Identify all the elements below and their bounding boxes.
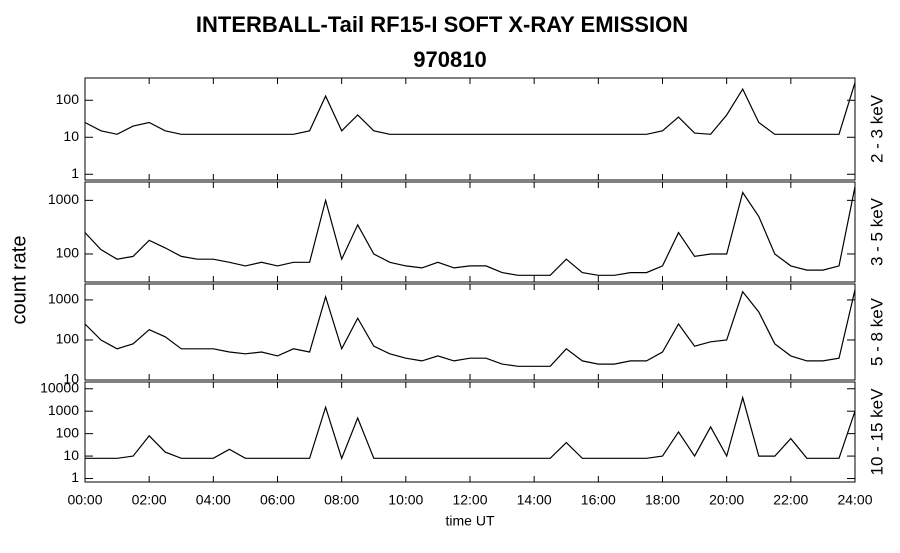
channel-label: 2 - 3 keV [867,94,886,163]
data-line [85,395,856,461]
x-tick-label: 00:00 [67,492,102,508]
y-axis-label: count rate [8,236,30,325]
channel-label: 5 - 8 keV [867,297,886,366]
y-tick-label: 10 [63,371,79,387]
x-tick-label: 20:00 [709,492,744,508]
x-tick-label: 18:00 [645,492,680,508]
y-tick-label: 10000 [40,379,79,395]
chart-title: INTERBALL-Tail RF15-I SOFT X-RAY EMISSIO… [196,12,688,37]
data-line [84,289,856,367]
x-tick-label: 12:00 [452,492,487,508]
y-tick-label: 1000 [48,291,79,307]
y-tick-label: 100 [56,424,80,440]
x-tick-label: 22:00 [773,492,808,508]
plot-frame [84,381,856,483]
data-line [84,186,856,276]
x-tick-label: 24:00 [837,492,872,508]
channel-label: 10 - 15 keV [867,388,886,476]
x-tick-label: 14:00 [517,492,552,508]
plot-frame [84,283,856,381]
y-tick-label: 1000 [48,191,79,207]
y-tick-label: 1 [71,469,79,485]
x-axis-label: time UT [446,513,495,529]
x-tick-label: 04:00 [196,492,231,508]
y-tick-label: 100 [56,331,80,347]
y-tick-label: 1 [71,165,79,181]
chart-subtitle: 970810 [413,47,486,72]
y-tick-label: 10 [63,128,79,144]
x-tick-label: 06:00 [260,492,295,508]
y-tick-label: 10 [63,447,79,463]
y-tick-label: 1000 [48,402,79,418]
data-line [84,82,856,135]
x-tick-label: 02:00 [132,492,167,508]
y-tick-label: 100 [56,245,80,261]
channel-label: 3 - 5 keV [867,197,886,266]
y-tick-label: 100 [56,91,80,107]
x-tick-label: 08:00 [324,492,359,508]
x-tick-label: 16:00 [581,492,616,508]
plot-frame [84,181,856,283]
x-tick-label: 10:00 [388,492,423,508]
